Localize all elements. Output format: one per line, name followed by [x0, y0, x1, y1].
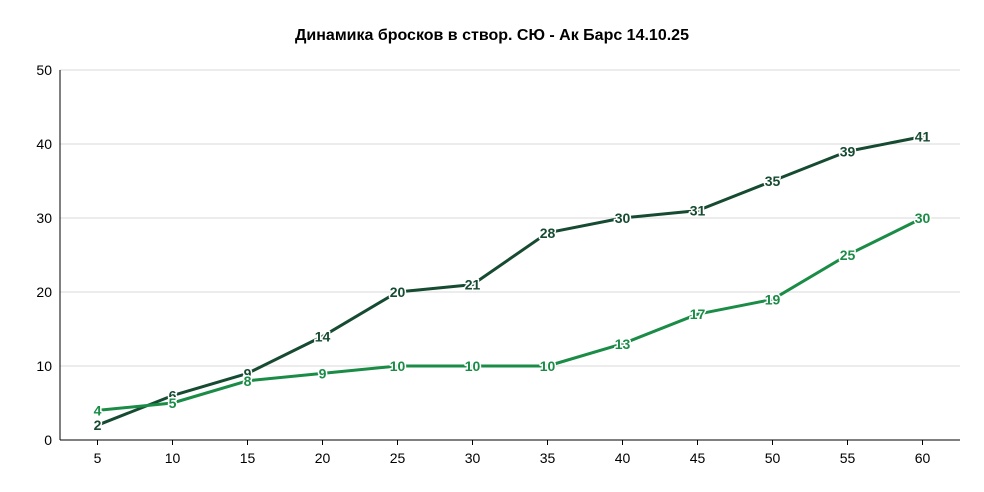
chart-title: Динамика бросков в створ. СЮ - Ак Барс 1… — [295, 27, 689, 44]
data-label-series-2: 10 — [540, 358, 556, 374]
series-line-1 — [96, 135, 924, 427]
x-tick-label: 25 — [390, 450, 406, 466]
x-tick-label: 10 — [165, 450, 181, 466]
data-label-series-2: 4 — [94, 402, 102, 418]
x-tick-label: 50 — [765, 450, 781, 466]
x-tick-label: 15 — [240, 450, 256, 466]
y-tick-label: 10 — [36, 358, 52, 374]
data-label-series-2: 25 — [840, 247, 856, 263]
series-line-2 — [96, 216, 924, 412]
data-label-series-2: 30 — [915, 210, 931, 226]
y-tick-label: 20 — [36, 284, 52, 300]
x-tick-label: 40 — [615, 450, 631, 466]
grid — [60, 69, 960, 367]
data-label-series-1: 31 — [690, 203, 706, 219]
x-tick-label: 5 — [94, 450, 102, 466]
data-label-series-2: 10 — [390, 358, 406, 374]
y-tick-label: 30 — [36, 210, 52, 226]
data-label-series-1: 39 — [840, 143, 856, 159]
y-tick-label: 40 — [36, 136, 52, 152]
data-label-series-2: 19 — [765, 291, 781, 307]
x-tick-label: 30 — [465, 450, 481, 466]
data-label-series-2: 5 — [169, 395, 177, 411]
data-label-series-1: 21 — [465, 277, 481, 293]
data-label-series-2: 8 — [244, 373, 252, 389]
x-tick-label: 35 — [540, 450, 556, 466]
data-label-series-1: 6 — [169, 388, 177, 404]
y-tick-label: 0 — [44, 432, 52, 448]
data-label-series-1: 2 — [94, 417, 102, 433]
data-label-series-1: 41 — [915, 129, 931, 145]
data-label-series-1: 20 — [390, 284, 406, 300]
data-label-series-2: 17 — [690, 306, 706, 322]
data-label-series-2: 9 — [319, 365, 327, 381]
data-label-series-1: 28 — [540, 225, 556, 241]
data-label-series-2: 10 — [465, 358, 481, 374]
data-label-series-1: 35 — [765, 173, 781, 189]
data-label-series-1: 14 — [315, 328, 331, 344]
x-tick-label: 45 — [690, 450, 706, 466]
x-tick-label: 55 — [840, 450, 856, 466]
x-tick-label: 20 — [315, 450, 331, 466]
data-label-series-2: 13 — [615, 336, 631, 352]
series — [96, 135, 924, 427]
x-tick-label: 60 — [915, 450, 931, 466]
data-label-series-1: 9 — [244, 365, 252, 381]
data-label-series-1: 30 — [615, 210, 631, 226]
y-tick-label: 50 — [36, 62, 52, 78]
